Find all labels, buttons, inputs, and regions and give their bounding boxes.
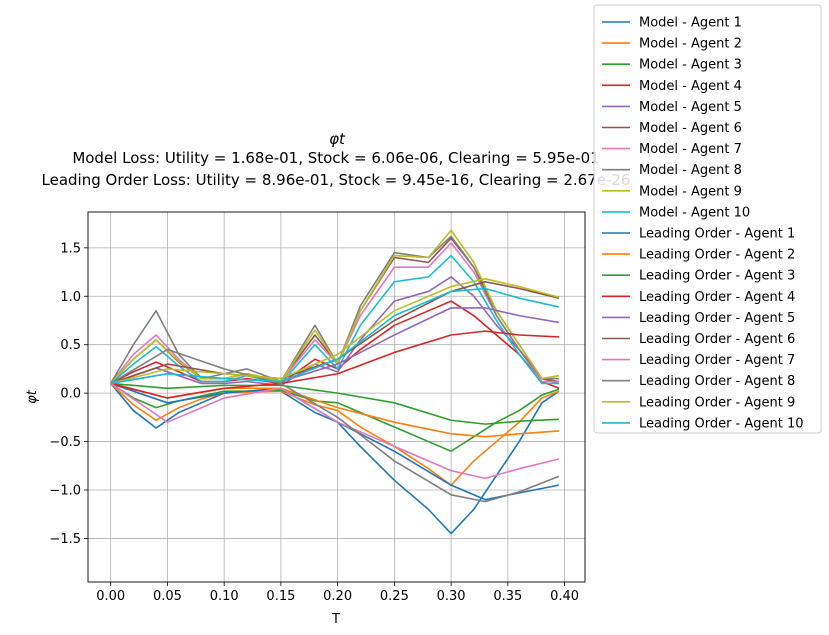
x-tick-label: 0.15 (266, 589, 295, 604)
series-line-19 (110, 278, 560, 385)
legend-label: Model - Agent 7 (639, 142, 742, 157)
x-tick-label: 0.10 (210, 589, 239, 604)
legend-label: Model - Agent 3 (639, 58, 742, 73)
legend-label: Leading Order - Agent 2 (639, 248, 795, 263)
grid (88, 212, 585, 582)
x-tick-label: 0.05 (153, 589, 182, 604)
legend-label: Model - Agent 5 (639, 100, 742, 115)
y-axis-label: φt (25, 389, 40, 404)
series-line-5 (110, 276, 560, 387)
legend-label: Model - Agent 1 (639, 16, 742, 31)
legend-label: Model - Agent 4 (639, 79, 742, 94)
chart-title: φt (329, 130, 346, 148)
legend-label: Leading Order - Agent 1 (639, 227, 795, 242)
series-line-13 (110, 382, 559, 425)
legend-label: Leading Order - Agent 8 (639, 374, 795, 389)
x-tick-label: 0.40 (550, 589, 579, 604)
legend-label: Leading Order - Agent 10 (639, 416, 804, 431)
series-line-17 (110, 382, 560, 480)
series-line-20 (110, 287, 560, 385)
x-tick-label: 0.00 (96, 589, 125, 604)
x-axis: 0.00 0.05 0.10 0.15 0.20 0.25 0.30 0.35 0.40 (96, 582, 579, 604)
series-line-14 (110, 330, 559, 399)
legend-label: Leading Order - Agent 7 (639, 353, 795, 368)
y-tick-label: −1.5 (49, 532, 81, 547)
chart-subtitle-2: Leading Order Loss: Utility = 8.96e-01, … (42, 171, 631, 189)
legend-entries: Model - Agent 1 Model - Agent 2 Model - Ag… (602, 16, 804, 431)
x-tick-label: 0.20 (323, 589, 352, 604)
legend-label: Model - Agent 10 (639, 205, 750, 220)
legend-box (593, 4, 822, 434)
legend-label: Leading Order - Agent 3 (639, 269, 795, 284)
legend-label: Leading Order - Agent 5 (639, 311, 795, 326)
y-tick-label: 1.0 (60, 290, 81, 305)
legend-label: Model - Agent 9 (639, 184, 742, 199)
series-line-2 (110, 382, 560, 486)
legend: Model - Agent 1 Model - Agent 2 Model - Ag… (593, 4, 822, 434)
plot-frame (87, 211, 586, 583)
chart-subtitle-1: Model Loss: Utility = 1.68e-01, Stock = … (72, 149, 599, 167)
y-tick-label: 0.0 (60, 387, 81, 402)
y-tick-label: −0.5 (49, 435, 81, 450)
legend-label: Leading Order - Agent 4 (639, 290, 795, 305)
x-tick-label: 0.35 (493, 589, 522, 604)
x-tick-label: 0.30 (437, 589, 466, 604)
y-axis: −1.5 −1.0 −0.5 0.0 0.5 1.0 1.5 (49, 241, 88, 547)
legend-label: Leading Order - Agent 6 (639, 332, 795, 347)
x-tick-label: 0.25 (380, 589, 409, 604)
legend-label: Model - Agent 6 (639, 121, 742, 136)
legend-label: Model - Agent 2 (639, 37, 742, 52)
y-tick-label: 0.5 (60, 338, 81, 353)
legend-label: Leading Order - Agent 9 (639, 395, 795, 410)
y-tick-label: 1.5 (60, 241, 81, 256)
series-line-18 (110, 348, 560, 503)
y-tick-label: −1.0 (49, 483, 81, 498)
series-line-16 (110, 280, 560, 385)
legend-label: Model - Agent 8 (639, 163, 742, 178)
x-axis-label: T (331, 612, 340, 627)
series-group (109, 229, 560, 535)
